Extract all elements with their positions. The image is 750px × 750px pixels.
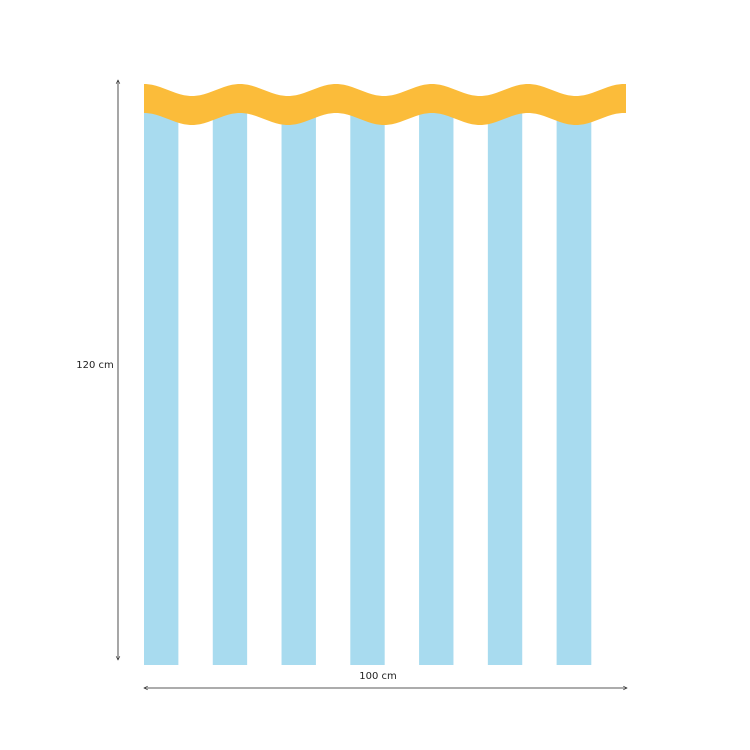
width-label: 100 cm <box>359 671 397 682</box>
stripe <box>315 112 351 665</box>
stripe <box>419 112 454 665</box>
stripe <box>178 112 214 665</box>
stripe <box>144 112 179 665</box>
stripe <box>522 112 557 665</box>
stripe <box>487 112 523 665</box>
valance <box>144 84 626 125</box>
height-label: 120 cm <box>76 360 114 371</box>
stripe <box>453 112 489 665</box>
curtain <box>144 112 592 665</box>
stripe <box>281 112 317 665</box>
stripe <box>556 112 592 665</box>
stripe <box>212 112 248 665</box>
stripe <box>384 112 420 665</box>
stripe <box>350 112 385 665</box>
stripe <box>247 112 282 665</box>
